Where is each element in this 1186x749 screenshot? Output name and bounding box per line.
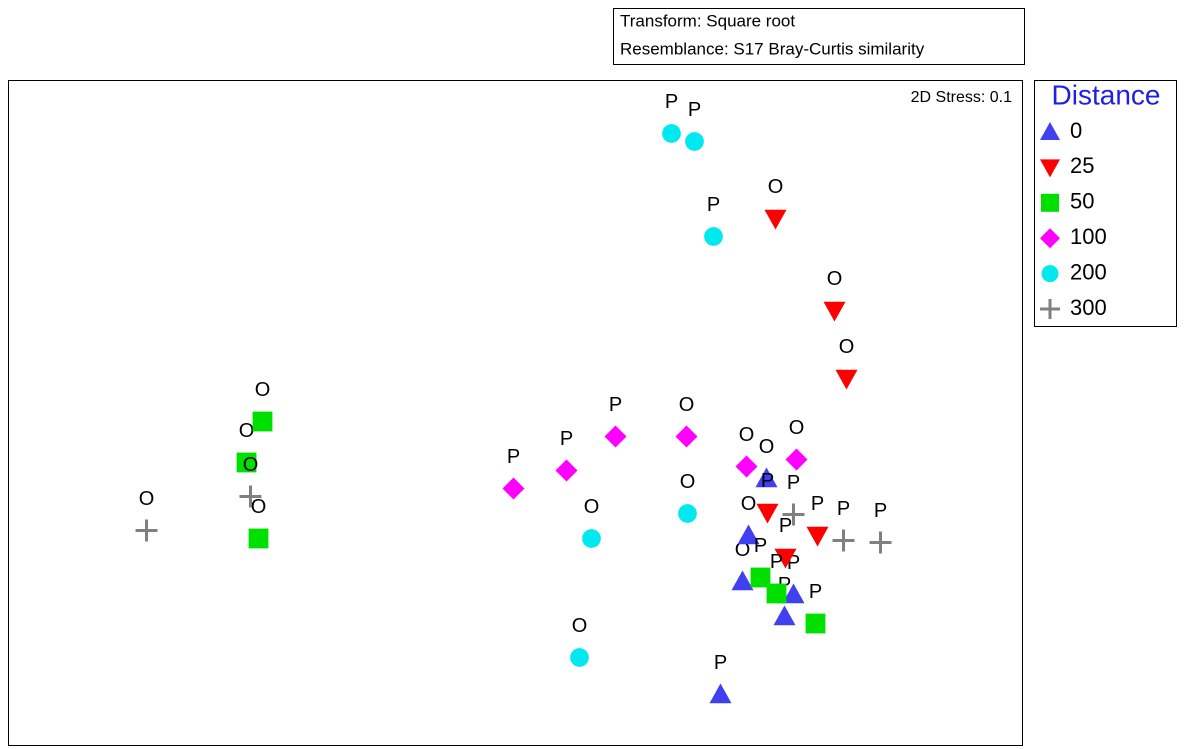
point [737, 524, 760, 545]
point [750, 567, 771, 588]
point-label: P [809, 581, 822, 603]
point-label: P [770, 551, 783, 573]
point-label: O [584, 496, 600, 518]
point [755, 467, 778, 488]
point [685, 132, 704, 151]
point [782, 503, 805, 526]
point-label: P [754, 535, 767, 557]
point [832, 529, 855, 552]
point [756, 503, 779, 524]
point [604, 425, 627, 448]
point-label: O [759, 436, 775, 458]
legend-marker [1040, 228, 1060, 249]
point-label: P [761, 470, 774, 492]
info-line: Transform: Square root [620, 11, 795, 30]
point [731, 570, 754, 591]
point-label: O [839, 336, 855, 358]
legend-label: 200 [1070, 259, 1107, 284]
point [823, 301, 846, 322]
point-label: O [680, 471, 696, 493]
point-label: P [665, 91, 678, 113]
point [236, 452, 257, 473]
legend-label: 25 [1070, 153, 1094, 178]
point-label: P [787, 472, 800, 494]
point-label: O [827, 268, 843, 290]
point-label: P [688, 99, 701, 121]
point [675, 425, 698, 448]
legend-label: 50 [1070, 189, 1094, 214]
point-label: P [811, 493, 824, 515]
point [735, 455, 758, 478]
legend-label: 100 [1070, 224, 1107, 249]
plot-frame [8, 80, 1023, 746]
point [570, 648, 589, 667]
point-label: O [739, 424, 755, 446]
point [502, 477, 525, 500]
point [805, 613, 826, 634]
point [555, 459, 578, 482]
point [869, 531, 892, 554]
legend-marker [1040, 122, 1060, 140]
info-box [613, 8, 1025, 65]
stress-annotation: 2D Stress: 0.1 [911, 89, 1012, 106]
legend-title: Distance [1052, 79, 1161, 110]
legend-marker [1040, 299, 1060, 319]
point [248, 528, 269, 549]
point [766, 583, 787, 604]
point-label: O [139, 488, 155, 510]
point-label: P [609, 394, 622, 416]
point [135, 519, 158, 542]
point-label: P [507, 446, 520, 468]
point [678, 504, 697, 523]
point [704, 227, 723, 246]
point [806, 526, 829, 547]
point [774, 548, 797, 569]
legend-label: 300 [1070, 295, 1107, 320]
point [835, 369, 858, 390]
point [239, 485, 262, 508]
point [662, 124, 681, 143]
point [709, 683, 732, 704]
legend-marker [1041, 265, 1059, 283]
point-label: O [255, 379, 271, 401]
legend-box [1034, 80, 1177, 327]
point-label: P [779, 515, 792, 537]
point [782, 583, 805, 604]
legend-marker [1041, 193, 1059, 212]
point [764, 209, 787, 230]
point-label: P [714, 652, 727, 674]
point-label: P [874, 500, 887, 522]
point-label: P [707, 194, 720, 216]
point-label: O [243, 454, 259, 476]
point [582, 529, 601, 548]
point-label: P [560, 428, 573, 450]
point-label: O [251, 496, 267, 518]
point-label: O [741, 493, 757, 515]
point [785, 448, 808, 471]
info-line: Resemblance: S17 Bray-Curtis similarity [620, 39, 925, 58]
point [773, 605, 796, 626]
point [252, 411, 273, 432]
point-label: O [789, 417, 805, 439]
point-label: O [768, 176, 784, 198]
legend-label: 0 [1070, 118, 1082, 143]
point-label: P [837, 498, 850, 520]
point-label: O [572, 615, 588, 637]
point-label: O [239, 420, 255, 442]
legend-marker [1040, 159, 1060, 178]
point-label: O [679, 394, 695, 416]
